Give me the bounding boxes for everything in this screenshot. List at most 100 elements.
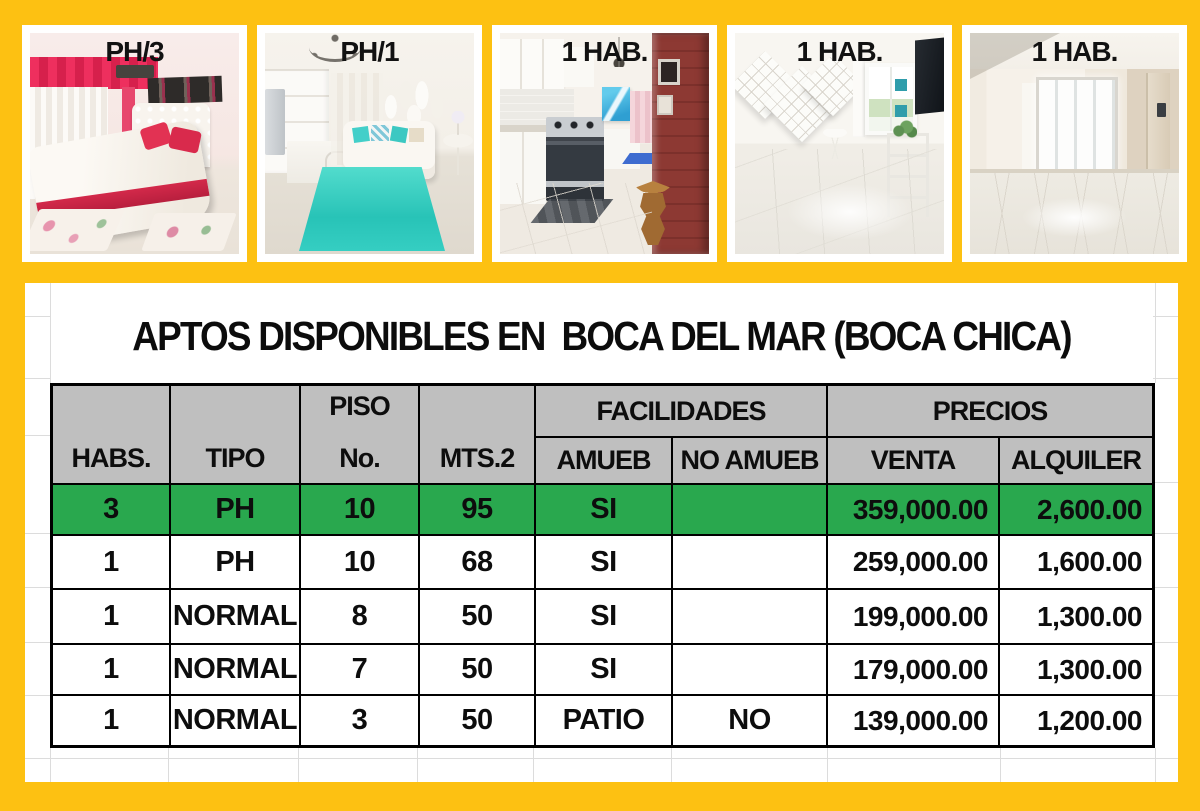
table-cell-venta: 139,000.00 [828,696,998,745]
upper-cabinets [500,39,564,89]
studio-room-photo: 1 HAB. [735,33,944,254]
table-cell-piso: 10 [301,485,418,534]
teal-wall-planters [895,79,907,129]
photo-frame-5: 1 HAB. [962,25,1187,262]
flower-vase [449,111,467,135]
table-cell-habs: 1 [53,696,169,745]
table-cell-mts: 50 [420,590,534,643]
intercom-panel [1157,103,1166,117]
table-cell-venta: 259,000.00 [828,536,998,588]
column-header-mts2: MTS.2 [420,386,534,483]
column-header-venta: VENTA [828,438,998,483]
air-conditioner [116,65,154,78]
floral-rug [30,209,126,251]
table-cell-alquiler: 2,600.00 [1000,485,1152,534]
table-cell-venta: 199,000.00 [828,590,998,643]
floral-rug [141,213,237,251]
table-cell-alquiler: 1,200.00 [1000,696,1152,745]
table-cell-amueb: SI [536,485,671,534]
hallway-photo: 1 HAB. [970,33,1179,254]
column-header-habs: HABS. [53,386,169,483]
table-cell-habs: 3 [53,485,169,534]
pendant-lamp [604,37,634,67]
tile-floor [735,149,944,254]
glass-doors [1036,77,1118,179]
photo-label: 1 HAB. [796,36,884,67]
table-cell-piso: 8 [301,590,418,643]
piso-no-label: No. [339,443,380,473]
table-cell-no-amueb [673,590,826,643]
kitchen-photo: 1 HAB. [500,33,709,254]
group-header-facilidades: FACILIDADES [536,386,826,436]
table-cell-piso: 10 [301,536,418,588]
photo-frame-4: 1 HAB. [727,25,952,262]
photo-frame-3: 1 HAB. [492,25,717,262]
teal-pillow [389,125,409,144]
column-header-amueb: AMUEB [536,438,671,483]
availability-table: HABS. TIPO PISO No. MTS.2 FACILIDADES PR… [50,383,1155,748]
table-cell-habs: 1 [53,645,169,694]
picture-frame [657,95,673,115]
photo-label: 1 HAB. [561,36,649,67]
white-curtain [853,57,865,137]
table-cell-mts: 68 [420,536,534,588]
green-plant [891,119,917,139]
picture-frame [658,59,680,85]
side-table [443,133,473,175]
piso-label: PISO [329,391,391,421]
table-cell-venta: 359,000.00 [828,485,998,534]
table-cell-habs: 1 [53,590,169,643]
table-cell-amueb: SI [536,536,671,588]
table-cell-alquiler: 1,300.00 [1000,645,1152,694]
wall-art [147,75,223,105]
bedroom-photo: PH/3 [30,33,239,254]
table-cell-habs: 1 [53,536,169,588]
table-cell-mts: 50 [420,696,534,745]
group-header-precios: PRECIOS [828,386,1152,436]
table-cell-alquiler: 1,300.00 [1000,590,1152,643]
table-cell-mts: 50 [420,645,534,694]
blue-painting [602,87,630,121]
table-cell-piso: 3 [301,696,418,745]
table-cell-no-amueb: NO [673,696,826,745]
table-cell-amueb: PATIO [536,696,671,745]
upper-cabinet [564,47,594,87]
spreadsheet-panel: APTOS DISPONIBLES EN BOCA DEL MAR (BOCA … [25,283,1178,782]
photo-frame-2: PH/1 [257,25,482,262]
door-frame [1146,73,1170,185]
column-header-no-amueb: NO AMUEB [673,438,826,483]
table-cell-no-amueb [673,645,826,694]
table-cell-piso: 7 [301,645,418,694]
beige-pillow [409,128,424,142]
side-light-panel [1022,83,1036,171]
baseboard [970,169,1179,173]
teal-pillow [352,125,370,144]
table-cell-tipo: NORMAL [171,696,299,745]
fridge [265,89,285,155]
countertop [500,125,578,132]
table-cell-no-amueb [673,485,826,534]
patterned-pillow [371,125,389,141]
tile-floor [970,173,1179,254]
column-header-piso: PISO No. [301,386,418,483]
chandelier [309,33,361,62]
living-room-photo: PH/1 [265,33,474,254]
ceiling [970,33,1179,69]
listing-title: APTOS DISPONIBLES EN BOCA DEL MAR (BOCA … [132,313,1072,359]
turquoise-rug [299,167,445,251]
table-cell-mts: 95 [420,485,534,534]
tile-floor [500,183,652,254]
column-header-tipo: TIPO [171,386,299,483]
column-header-alquiler: ALQUILER [1000,438,1152,483]
table-cell-tipo: PH [171,485,299,534]
table-cell-tipo: PH [171,536,299,588]
table-cell-amueb: SI [536,645,671,694]
table-cell-tipo: NORMAL [171,645,299,694]
table-cell-no-amueb [673,536,826,588]
table-cell-amueb: SI [536,590,671,643]
table-cell-tipo: NORMAL [171,590,299,643]
photo-frame-1: PH/3 [22,25,247,262]
table-cell-venta: 179,000.00 [828,645,998,694]
table-cell-alquiler: 1,600.00 [1000,536,1152,588]
